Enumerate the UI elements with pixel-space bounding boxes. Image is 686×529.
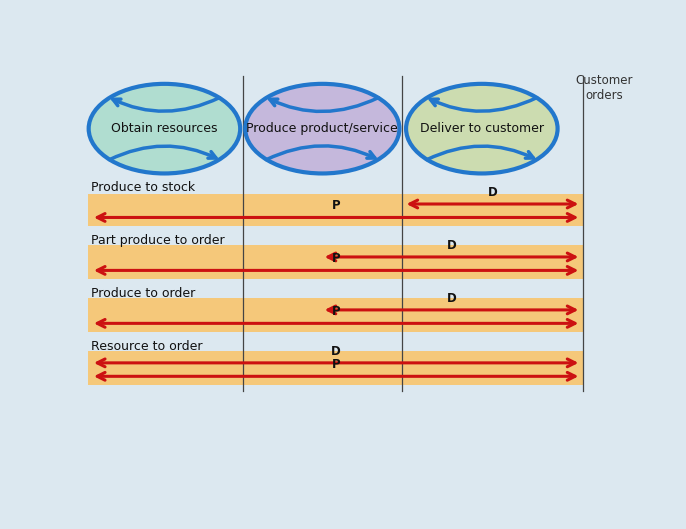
Text: Produce to stock: Produce to stock	[91, 181, 196, 194]
Text: D: D	[331, 344, 341, 358]
FancyArrowPatch shape	[270, 98, 379, 112]
Text: Produce to order: Produce to order	[91, 287, 196, 300]
Bar	[88, 245, 584, 279]
Text: D: D	[488, 186, 497, 199]
FancyArrowPatch shape	[430, 98, 537, 111]
Text: Obtain resources: Obtain resources	[111, 122, 217, 135]
Ellipse shape	[246, 84, 399, 174]
Text: Produce product/service: Produce product/service	[246, 122, 398, 135]
Bar	[88, 351, 584, 385]
Text: Deliver to customer: Deliver to customer	[420, 122, 544, 135]
Text: Part produce to order: Part produce to order	[91, 234, 225, 247]
Bar	[88, 194, 584, 226]
Ellipse shape	[88, 84, 240, 174]
Text: P: P	[332, 252, 340, 265]
FancyArrowPatch shape	[113, 98, 220, 111]
FancyArrowPatch shape	[427, 146, 534, 160]
FancyArrowPatch shape	[266, 146, 375, 160]
Bar	[88, 298, 584, 332]
Ellipse shape	[406, 84, 558, 174]
Text: D: D	[447, 291, 456, 305]
Text: P: P	[332, 358, 340, 371]
Text: Resource to order: Resource to order	[91, 340, 202, 353]
Text: D: D	[447, 239, 456, 252]
Text: Customer
orders: Customer orders	[576, 74, 633, 102]
Text: P: P	[332, 305, 340, 318]
FancyArrowPatch shape	[109, 146, 216, 160]
Text: P: P	[332, 199, 340, 212]
